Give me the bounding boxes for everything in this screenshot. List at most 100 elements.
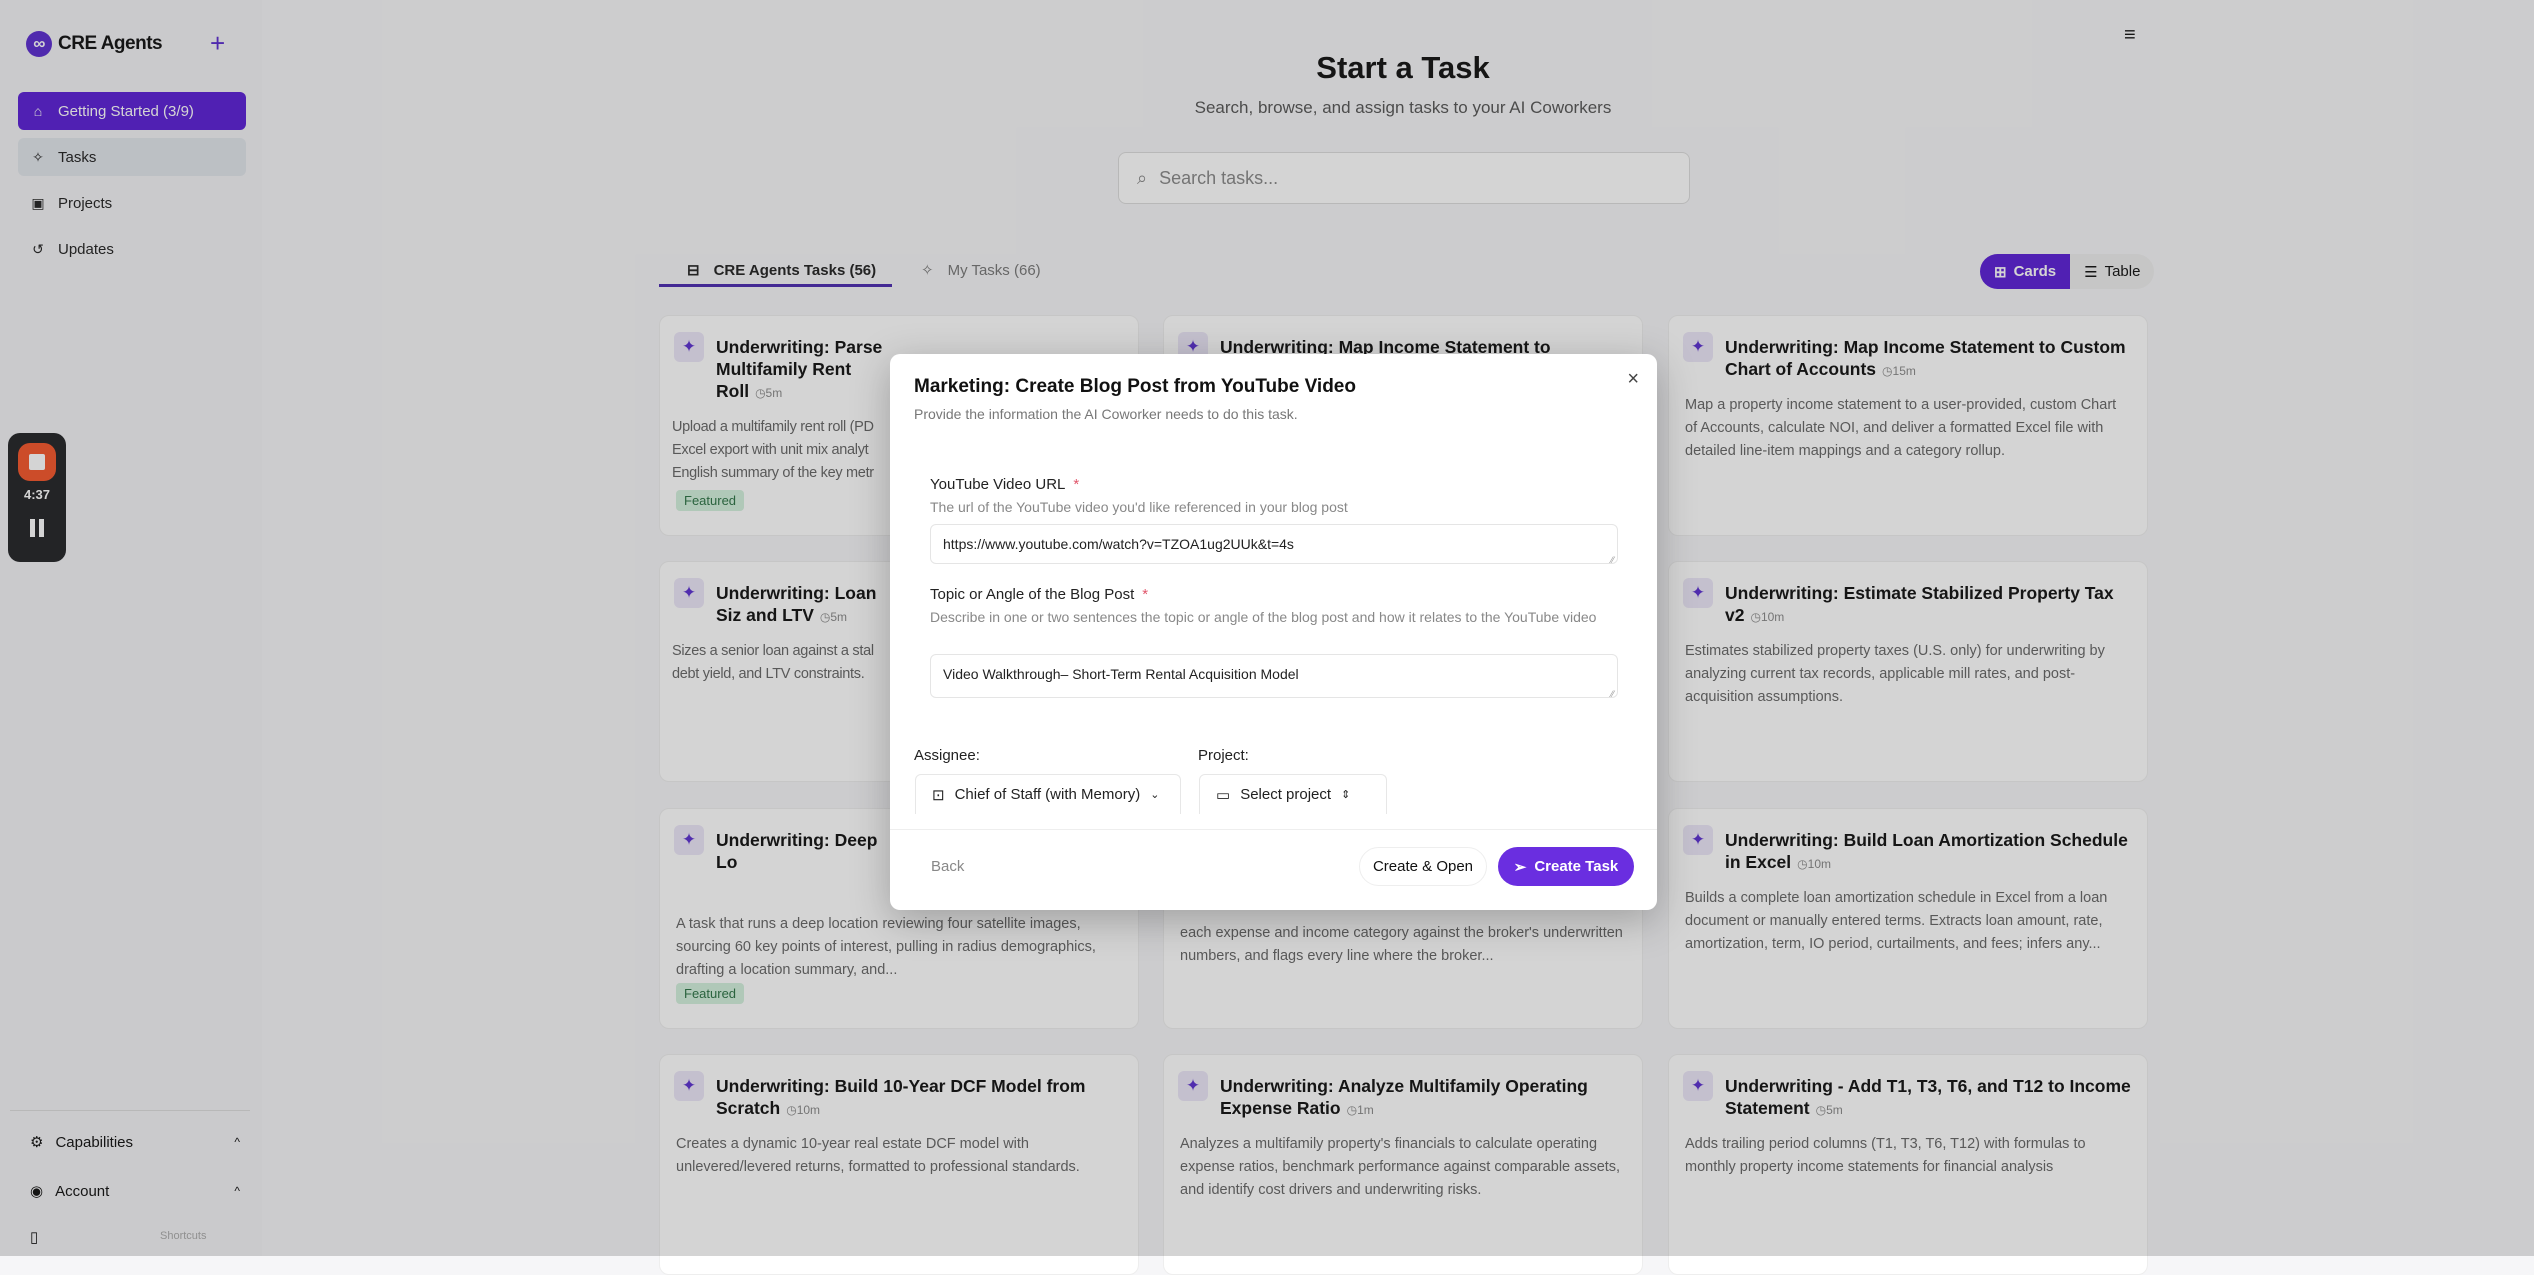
description-line: English summary of the key metr <box>672 465 874 481</box>
search-input[interactable]: ⌕ Search tasks... <box>1118 152 1690 204</box>
task-card[interactable]: ✦ Underwriting: Estimate Stabilized Prope… <box>1668 561 2148 782</box>
description-line: Analyzes a multifamily property's financ… <box>1180 1136 1621 1198</box>
duration-badge: ◷10m <box>786 1103 820 1117</box>
duration-value: 10m <box>796 1103 821 1117</box>
search-placeholder: Search tasks... <box>1159 167 1279 188</box>
tab-my-tasks[interactable]: ✧ My Tasks (66) <box>921 256 1041 284</box>
grid-icon: ⊞ <box>1994 263 2007 281</box>
card-title: Underwriting: Parse Multifamily Rent Rol… <box>716 336 886 404</box>
sidebar-item-updates[interactable]: ↺ Updates <box>18 230 246 268</box>
logo-icon: ∞ <box>26 31 52 57</box>
project-select[interactable]: ▭ Select project ⇕ <box>1199 774 1387 814</box>
task-card[interactable]: ✦ Underwriting: Map Income Statement to C… <box>1668 315 2148 536</box>
featured-badge: Featured <box>676 983 745 1004</box>
create-task-modal: Marketing: Create Blog Post from YouTube… <box>890 354 1657 910</box>
account-toggle[interactable]: ◉ Account ^ <box>30 1182 240 1201</box>
chevron-up-icon: ^ <box>234 1135 240 1149</box>
description-line: Upload a multifamily rent roll (PD <box>672 419 874 435</box>
description-line: Builds a complete loan amortization sche… <box>1685 890 2108 952</box>
screen-recorder-widget: 4:37 <box>8 433 66 562</box>
account-label: Account <box>55 1182 110 1200</box>
list-icon: ☰ <box>2084 263 2098 281</box>
sidebar-item-tasks[interactable]: ✧ Tasks <box>18 138 246 176</box>
sidebar: ∞ CRE Agents + ⌂ Getting Started (3/9) ✧ Ta… <box>0 0 262 1256</box>
sparkle-icon: ✦ <box>674 825 704 855</box>
card-description: Analyzes a multifamily property's financ… <box>1180 1133 1624 1202</box>
capabilities-label: Capabilities <box>55 1133 133 1151</box>
folder-plus-icon: ▣ <box>31 194 45 211</box>
youtube-url-input[interactable]: https://www.youtube.com/watch?v=TZOA1ug2… <box>930 524 1618 565</box>
duration-badge: ◷1m <box>1347 1103 1374 1117</box>
card-description: A task that runs a deep location reviewi… <box>676 913 1120 982</box>
shortcuts-link[interactable]: Shortcuts <box>160 1230 207 1242</box>
description-line: each expense and income category against… <box>1180 925 1623 964</box>
card-title: Underwriting: Map Income Statement to Cu… <box>1725 336 2131 382</box>
clock-icon: ◷ <box>1750 610 1761 624</box>
card-title-text: Underwriting: Parse Multifamily Rent Rol… <box>716 337 883 401</box>
sidebar-item-projects[interactable]: ▣ Projects <box>18 184 246 222</box>
field-label: Topic or Angle of the Blog Post <box>930 586 1135 603</box>
new-task-plus-icon[interactable]: + <box>210 28 226 58</box>
cards-view-button[interactable]: ⊞ Cards <box>1980 254 2071 289</box>
description-line: Adds trailing period columns (T1, T3, T6… <box>1685 1136 2086 1175</box>
menu-icon[interactable]: ≡ <box>2124 24 2136 46</box>
robot-icon: ⊡ <box>932 786 945 804</box>
capabilities-toggle[interactable]: ⚙ Capabilities ^ <box>30 1133 240 1152</box>
sparkle-icon: ✦ <box>674 1071 704 1101</box>
card-title: Underwriting: Loan Siz and LTV ◷5m <box>716 582 886 628</box>
clock-icon: ◷ <box>786 1103 797 1117</box>
project-value: Select project <box>1240 786 1332 803</box>
app-logo[interactable]: ∞ CRE Agents <box>26 31 163 57</box>
card-title-text: Underwriting: Build Loan Amortization Sc… <box>1725 830 2128 872</box>
input-value: Video Walkthrough– Short-Term Rental Acq… <box>943 666 1299 682</box>
topic-input[interactable]: Video Walkthrough– Short-Term Rental Acq… <box>930 654 1618 699</box>
create-task-button[interactable]: ➢ Create Task <box>1498 847 1634 886</box>
task-card[interactable]: ✦ Underwriting: Analyze Multifamily Opera… <box>1163 1054 1643 1275</box>
chevron-up-icon: ^ <box>234 1184 240 1198</box>
task-card[interactable]: ✦ Underwriting: Build 10-Year DCF Model f… <box>659 1054 1139 1275</box>
duration-value: 10m <box>1807 857 1831 871</box>
card-title-text: Underwriting: Build 10-Year DCF Model fr… <box>716 1076 1086 1118</box>
assignee-select[interactable]: ⊡ Chief of Staff (with Memory) ⌄ <box>915 774 1181 814</box>
card-title-text: Underwriting: Loan Siz and LTV <box>716 583 877 625</box>
youtube-url-help: The url of the YouTube video you'd like … <box>930 499 1348 515</box>
topic-help: Describe in one or two sentences the top… <box>930 609 1597 625</box>
card-description: Creates a dynamic 10-year real estate DC… <box>676 1133 1120 1179</box>
featured-badge: Featured <box>676 490 745 511</box>
back-button[interactable]: Back <box>931 858 965 875</box>
modal-subtitle: Provide the information the AI Coworker … <box>914 406 1298 422</box>
clock-icon: ◷ <box>1346 1103 1358 1117</box>
task-card[interactable]: ✦ Underwriting - Add T1, T3, T6, and T12 … <box>1668 1054 2148 1275</box>
duration-value: 5m <box>765 386 783 400</box>
chevron-updown-icon: ⇕ <box>1341 789 1351 801</box>
card-title: Underwriting: Build Loan Amortization Sc… <box>1725 829 2131 875</box>
field-label: YouTube Video URL <box>930 476 1066 493</box>
task-card[interactable]: ✦ Underwriting: Build Loan Amortization S… <box>1668 808 2148 1029</box>
description-line: Creates a dynamic 10-year real estate DC… <box>676 1136 1080 1175</box>
card-title-text: Underwriting: Estimate Stabilized Proper… <box>1725 583 2114 625</box>
table-view-button[interactable]: ☰ Table <box>2070 254 2154 289</box>
card-description: each expense and income category against… <box>1180 922 1624 968</box>
sidebar-item-getting-started[interactable]: ⌂ Getting Started (3/9) <box>18 92 246 130</box>
card-title: Underwriting - Add T1, T3, T6, and T12 t… <box>1725 1075 2131 1121</box>
card-title-text: Underwriting: Deep Lo <box>716 830 878 872</box>
stop-recording-button[interactable] <box>18 443 56 481</box>
clock-icon: ◷ <box>819 610 831 624</box>
card-description: Sizes a senior loan against a stal debt … <box>672 640 891 686</box>
sparkle-icon: ✦ <box>674 332 704 362</box>
description-line: Estimates stabilized property taxes (U.S… <box>1685 643 2105 705</box>
clock-icon: ◷ <box>1882 364 1893 378</box>
assignee-label: Assignee: <box>914 747 980 764</box>
input-value: https://www.youtube.com/watch?v=TZOA1ug2… <box>943 536 1294 552</box>
topic-label: Topic or Angle of the Blog Post * <box>930 586 1148 603</box>
create-and-open-button[interactable]: Create & Open <box>1359 847 1487 886</box>
close-icon[interactable]: × <box>1627 368 1639 390</box>
tab-cre-agents-tasks[interactable]: ⊟ CRE Agents Tasks (56) <box>659 256 892 287</box>
collapse-sidebar-icon[interactable]: ▯ <box>30 1229 39 1246</box>
pause-icon[interactable] <box>30 519 44 537</box>
required-marker: * <box>1073 476 1080 493</box>
table-label: Table <box>2104 263 2141 280</box>
duration-badge: ◷5m <box>1816 1103 1843 1117</box>
assignee-value: Chief of Staff (with Memory) <box>954 786 1141 803</box>
chevron-down-icon: ⌄ <box>1150 789 1160 801</box>
